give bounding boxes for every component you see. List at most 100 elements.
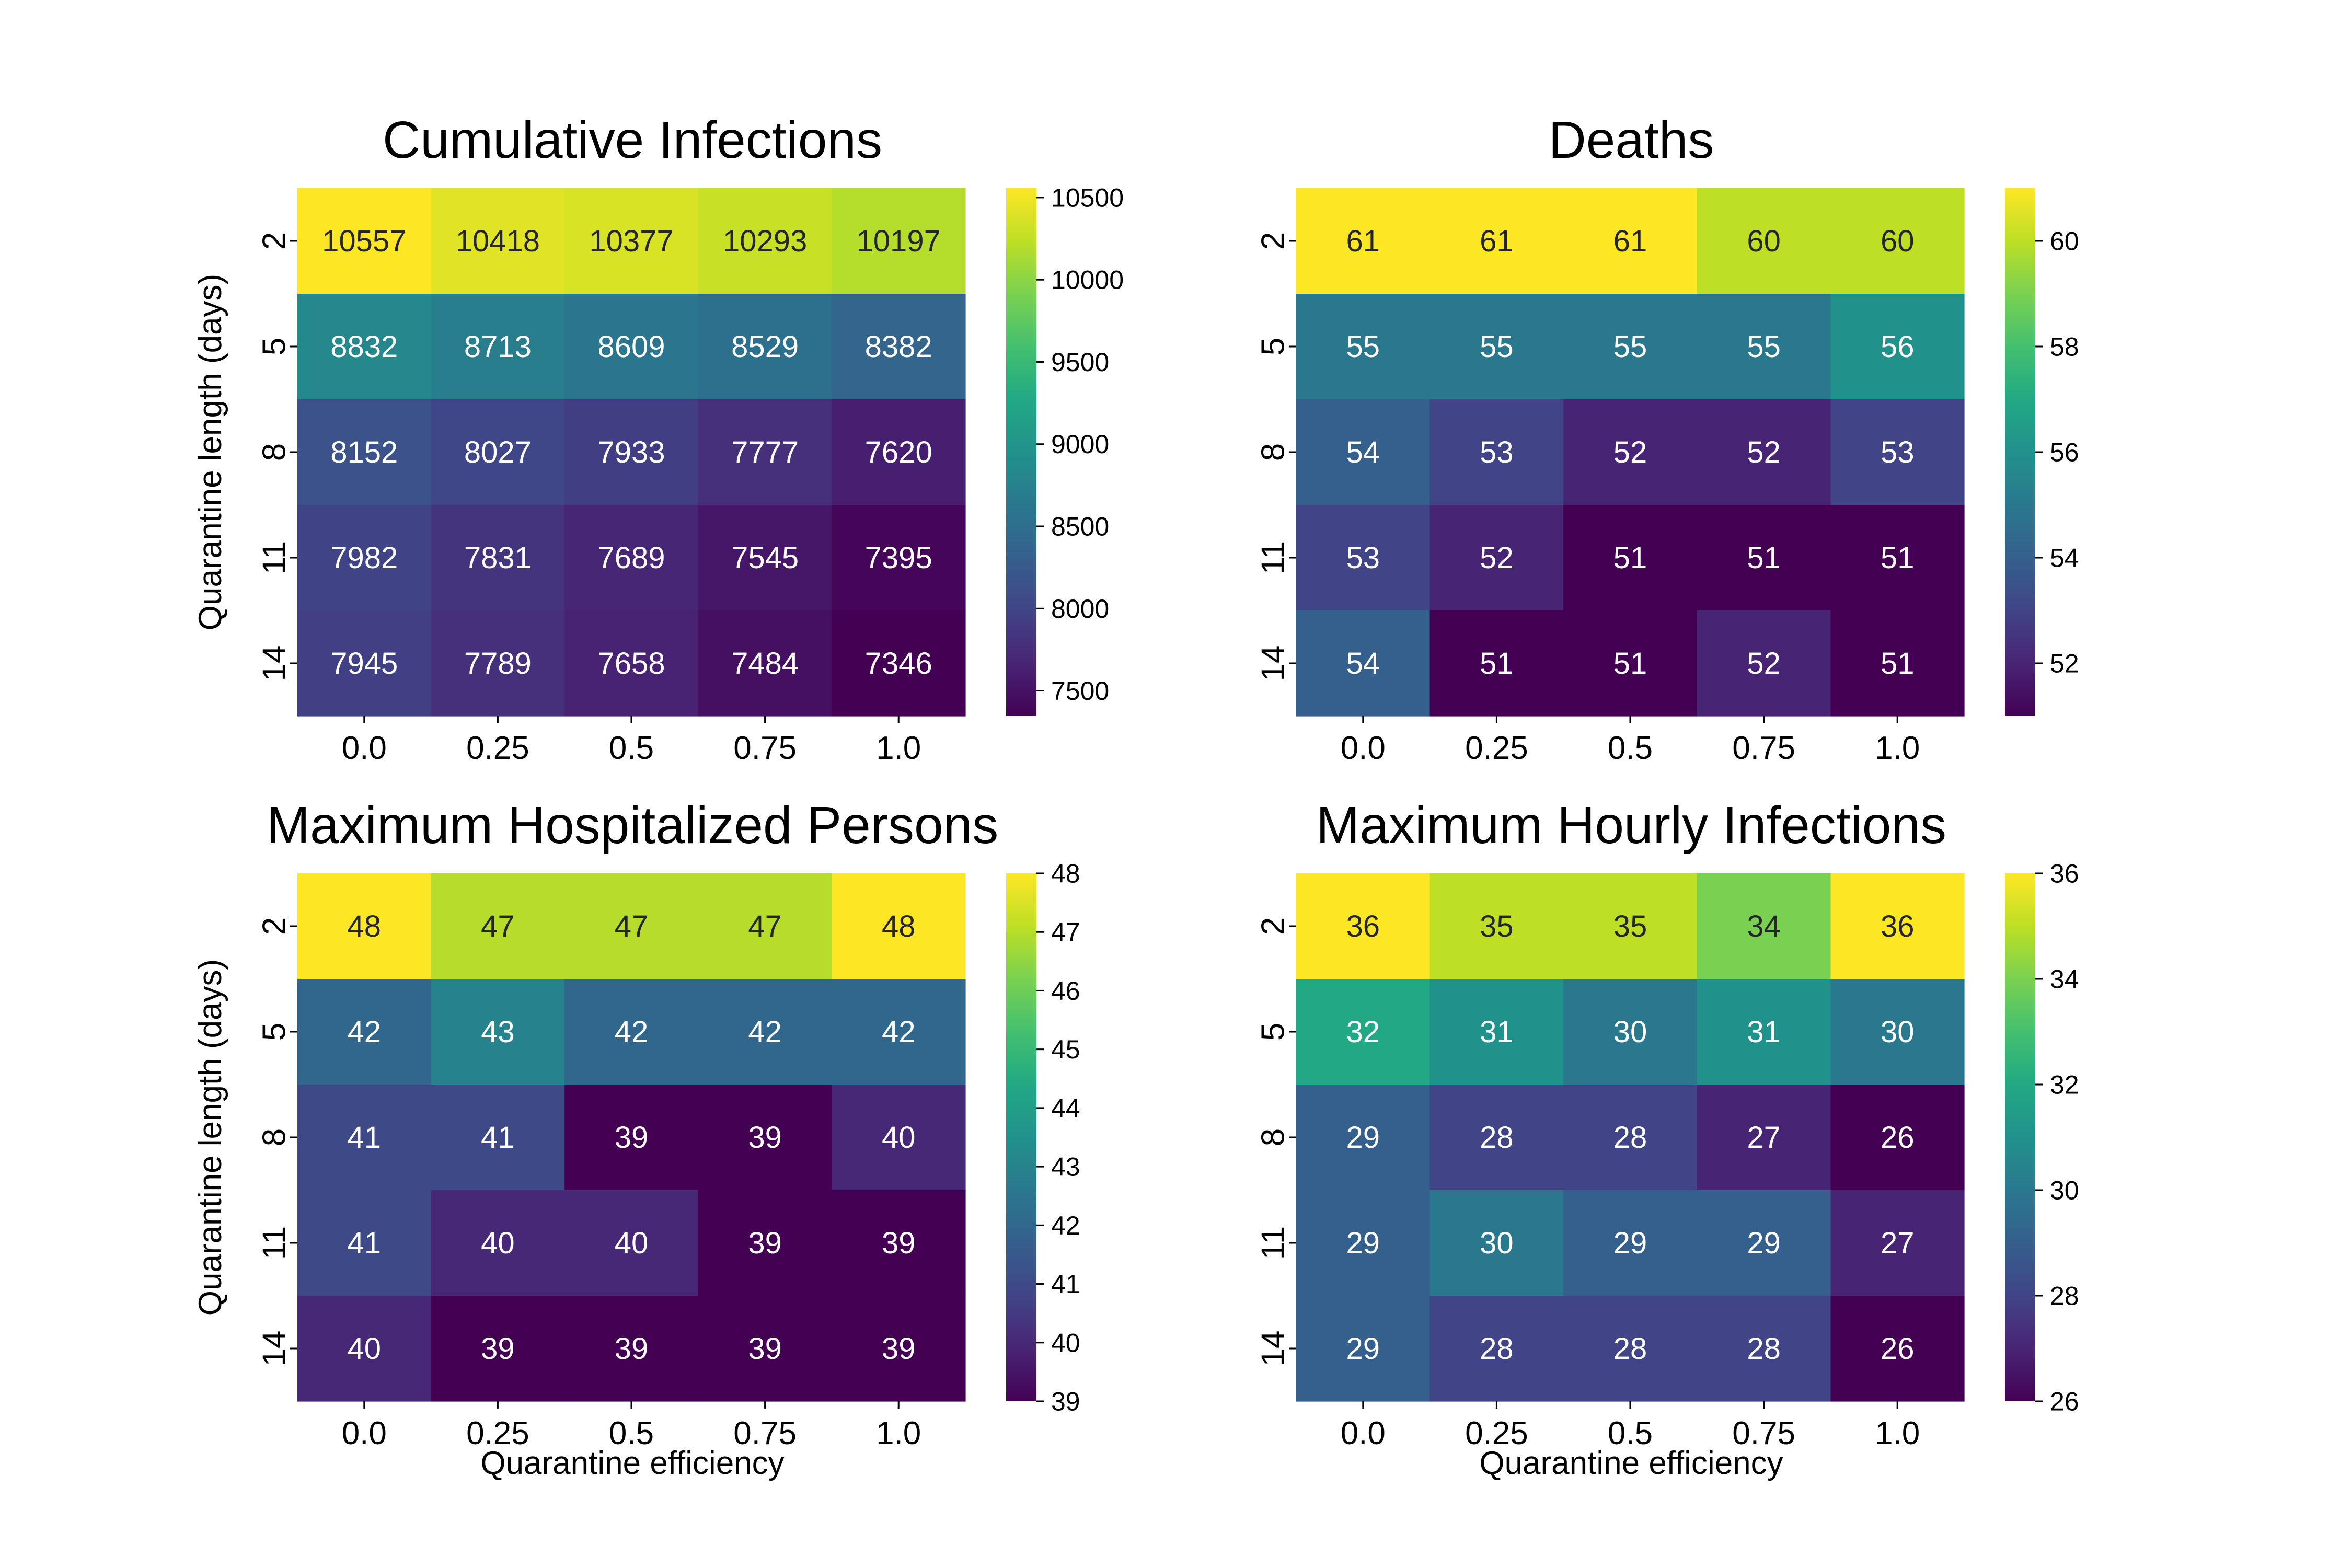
heatmap-cell-r3-c2 (1429, 1085, 1564, 1191)
x-tick-label: 0.0 (1341, 730, 1386, 766)
heatmap-cell-r3-c2 (431, 399, 565, 505)
heatmap-cell-r1-c1 (297, 873, 432, 979)
colorbar-tick-label: 41 (1051, 1270, 1080, 1299)
heatmap-cell-r5-c2 (1429, 610, 1564, 717)
x-tick-label: 0.25 (466, 730, 529, 766)
cell-value-label: 56 (1881, 330, 1915, 364)
heatmap-cell-r5-c5 (1830, 610, 1965, 717)
cell-value-label: 51 (1881, 541, 1915, 575)
colorbar (2005, 188, 2035, 716)
heatmap-cell-r3-c3 (1563, 1085, 1698, 1191)
cell-value-label: 28 (1747, 1332, 1781, 1366)
colorbar-tick-label: 42 (1051, 1211, 1080, 1240)
cell-value-label: 51 (1613, 647, 1647, 681)
heatmap-cell-r3-c1 (1296, 399, 1431, 505)
heatmap-cell-r4-c5 (1830, 1190, 1965, 1296)
cell-value-label: 7777 (731, 435, 799, 469)
heatmap-cell-r2-c4 (698, 294, 832, 400)
cell-value-label: 39 (748, 1332, 782, 1366)
colorbar-tick-label: 9500 (1051, 348, 1109, 377)
colorbar-tick-label: 10000 (1051, 266, 1124, 295)
heatmap-cell-r1-c4 (1697, 873, 1831, 979)
cell-value-label: 39 (615, 1121, 649, 1155)
cell-value-label: 53 (1480, 435, 1514, 469)
cell-value-label: 28 (1480, 1332, 1514, 1366)
cell-value-label: 39 (882, 1332, 916, 1366)
x-tick-label: 1.0 (1875, 1415, 1920, 1451)
heatmap-cell-r4-c2 (1429, 505, 1564, 611)
cell-value-label: 61 (1346, 224, 1380, 258)
cell-value-label: 32 (1346, 1015, 1380, 1049)
colorbar-tick-label: 45 (1051, 1035, 1080, 1064)
y-tick-label: 14 (257, 645, 293, 682)
y-tick-label: 11 (1255, 541, 1292, 574)
heatmap-cell-r2-c3 (564, 979, 699, 1085)
colorbar-tick-label: 56 (2050, 438, 2079, 467)
cell-value-label: 47 (615, 909, 649, 943)
y-tick-label: 8 (1255, 443, 1292, 461)
colorbar-tick-label: 34 (2050, 965, 2079, 994)
heatmap-cell-r4-c1 (1296, 505, 1431, 611)
cell-value-label: 26 (1881, 1332, 1915, 1366)
x-axis-label: Quarantine efficiency (480, 1445, 784, 1481)
heatmap-cell-r3-c5 (832, 1085, 966, 1191)
heatmap-cell-r2-c3 (1563, 294, 1698, 400)
cell-value-label: 8529 (731, 330, 799, 364)
x-tick-label: 0.75 (733, 1415, 797, 1451)
cell-value-label: 39 (748, 1226, 782, 1260)
heatmap-cell-r5-c1 (1296, 1296, 1431, 1402)
cell-value-label: 51 (1747, 541, 1781, 575)
colorbar-tick-label: 43 (1051, 1152, 1080, 1182)
cell-value-label: 8713 (464, 330, 532, 364)
x-tick-label: 0.0 (342, 730, 387, 766)
heatmap-cell-r5-c2 (1429, 1296, 1564, 1402)
heatmap-cell-r3-c3 (1563, 399, 1698, 505)
cell-value-label: 7395 (865, 541, 932, 575)
heatmap-cell-r1-c1 (1296, 873, 1431, 979)
heatmap-cell-r2-c2 (431, 979, 565, 1085)
x-axis-label: Quarantine efficiency (1479, 1445, 1783, 1481)
x-tick-label: 0.25 (1465, 730, 1528, 766)
colorbar-tick-label: 52 (2050, 649, 2079, 678)
heatmap-cell-r1-c2 (1429, 873, 1564, 979)
colorbar-tick-label: 44 (1051, 1093, 1080, 1123)
cell-value-label: 52 (1480, 541, 1514, 575)
heatmap-cell-r1-c2 (1429, 188, 1564, 294)
heatmap-panel-3: Maximum Hospitalized Persons 48 47 47 47 48 42… (192, 796, 1080, 1481)
heatmap-cell-r5-c2 (431, 610, 565, 717)
cell-value-label: 29 (1346, 1226, 1380, 1260)
x-tick-label: 0.75 (1732, 1415, 1795, 1451)
cell-value-label: 54 (1346, 435, 1380, 469)
y-tick-label: 8 (257, 1128, 293, 1146)
heatmap-cell-r2-c4 (1697, 979, 1831, 1085)
chart-title: Maximum Hourly Infections (1316, 796, 1946, 855)
colorbar (1006, 873, 1036, 1401)
cell-value-label: 28 (1613, 1332, 1647, 1366)
cell-value-label: 48 (348, 909, 382, 943)
cell-value-label: 7831 (464, 541, 532, 575)
y-tick-label: 8 (1255, 1128, 1292, 1146)
cell-value-label: 30 (1613, 1015, 1647, 1049)
heatmap-cell-r4-c3 (564, 1190, 699, 1296)
cell-value-label: 48 (882, 909, 916, 943)
heatmap-cell-r1-c5 (1830, 188, 1965, 294)
cell-value-label: 30 (1480, 1226, 1514, 1260)
y-tick-label: 2 (1255, 917, 1292, 935)
colorbar-tick-label: 32 (2050, 1070, 2079, 1100)
cell-value-label: 34 (1747, 909, 1781, 943)
heatmap-cell-r3-c4 (1697, 399, 1831, 505)
heatmap-cell-r3-c3 (564, 399, 699, 505)
cell-value-label: 40 (481, 1226, 515, 1260)
heatmap-cell-r5-c3 (564, 1296, 699, 1402)
cell-value-label: 29 (1747, 1226, 1781, 1260)
heatmap-cell-r3-c1 (1296, 1085, 1431, 1191)
heatmap-cell-r1-c2 (431, 188, 565, 294)
colorbar-tick-label: 58 (2050, 332, 2079, 362)
y-tick-label: 11 (1255, 1226, 1292, 1260)
heatmap-cell-r5-c3 (564, 610, 699, 717)
cell-value-label: 8027 (464, 435, 532, 469)
y-axis-label: Quarantine length (days) (192, 274, 228, 630)
x-tick-label: 0.0 (1341, 1415, 1386, 1451)
cell-value-label: 7933 (597, 435, 665, 469)
